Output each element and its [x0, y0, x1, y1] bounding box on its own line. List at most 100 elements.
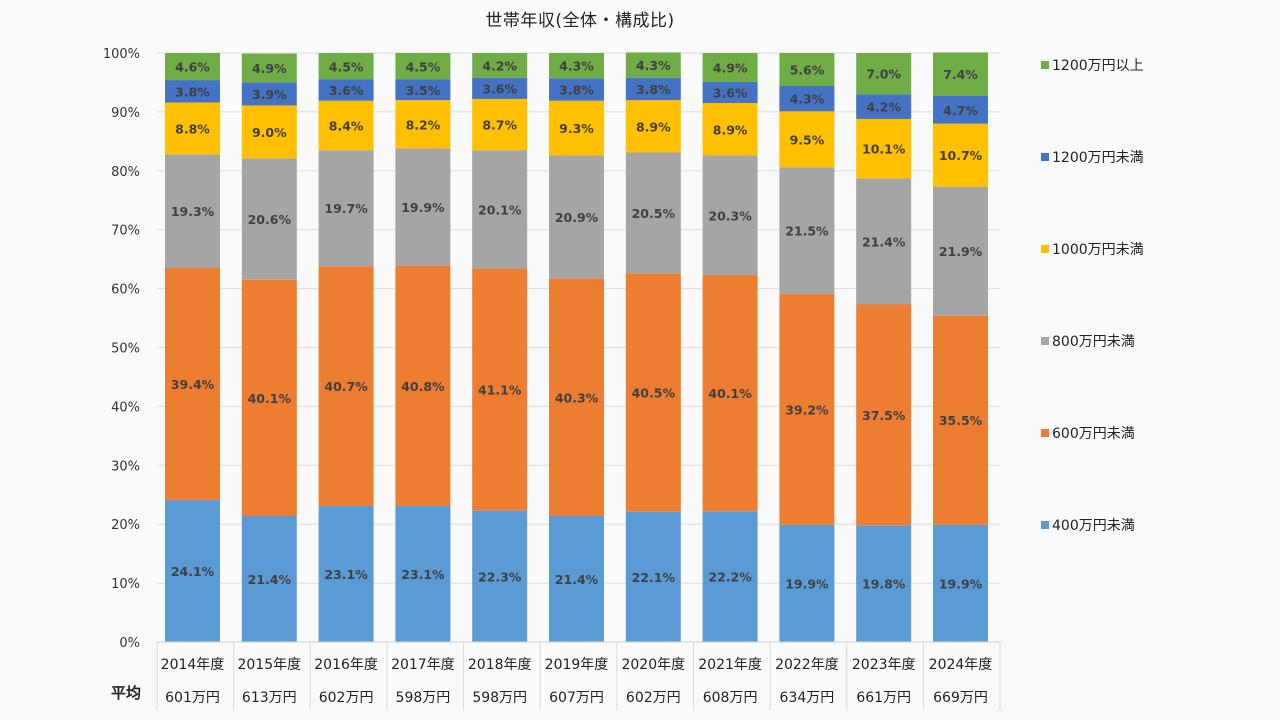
bar-segment — [165, 154, 220, 268]
y-tick-label: 30% — [111, 459, 140, 474]
legend: 1200万円以上 1200万円未満 1000万円未満 800万円未満 600万円未満 40… — [1041, 58, 1144, 534]
average-value: 661万円 — [856, 690, 911, 706]
bar-stack: 21.4% 40.1% 20.6% 9.0% 3.9% 4.9% — [241, 53, 297, 642]
legend-label: 1000万円未満 — [1052, 242, 1144, 258]
data-label: 40.1% — [248, 391, 292, 406]
bar-segment — [241, 515, 297, 642]
data-label: 8.7% — [482, 118, 517, 133]
data-label: 23.1% — [324, 567, 368, 582]
y-axis: 0% 10% 20% 30% 40% 50% 60% 70% 80% 90% 100% — [103, 47, 140, 651]
bar-segment — [702, 81, 758, 104]
bar-stack: 23.1% 40.8% 19.9% 8.2% 3.5% 4.5% — [395, 53, 451, 642]
bar-stack: 24.1% 39.4% 19.3% 8.8% 3.8% 4.6% — [165, 53, 220, 642]
bar-segment — [549, 155, 604, 279]
bar-segment — [625, 52, 681, 78]
bar-segment — [165, 267, 220, 501]
data-label: 20.3% — [708, 208, 752, 223]
bar-segment — [472, 150, 528, 269]
data-label: 3.8% — [175, 84, 210, 99]
data-label: 8.9% — [636, 119, 671, 134]
data-label: 8.9% — [713, 122, 748, 137]
data-label: 23.1% — [401, 567, 445, 582]
data-label: 3.8% — [636, 82, 671, 97]
data-label: 7.4% — [943, 67, 978, 82]
data-label: 3.5% — [406, 83, 441, 98]
data-label: 37.5% — [862, 408, 906, 423]
y-tick-label: 60% — [111, 283, 140, 298]
data-label: 22.1% — [632, 570, 676, 585]
bar-segment — [933, 52, 988, 96]
bar-segment — [549, 53, 604, 79]
data-label: 19.8% — [862, 577, 906, 592]
bar-segment — [779, 53, 835, 86]
data-label: 24.1% — [171, 564, 215, 579]
bar-segment — [933, 95, 988, 124]
data-label: 3.8% — [559, 83, 594, 98]
bar-stack: 19.9% 39.2% 21.5% 9.5% 4.3% 5.6% — [779, 53, 835, 642]
data-label: 40.3% — [555, 390, 599, 405]
data-label: 10.1% — [862, 142, 906, 157]
data-label: 39.4% — [171, 377, 215, 392]
bar-segment — [549, 278, 604, 516]
data-label: 21.4% — [248, 572, 292, 587]
bar-segment — [549, 515, 604, 642]
bar-segment — [856, 525, 912, 642]
x-tick-label: 2019年度 — [545, 657, 609, 673]
bar-segment — [779, 167, 835, 294]
bar-segment — [779, 85, 835, 112]
legend-label: 800万円未満 — [1052, 334, 1135, 350]
bar-segment — [933, 524, 988, 642]
data-label: 3.6% — [482, 81, 517, 96]
legend-item: 1200万円未満 — [1041, 150, 1144, 166]
bar-segment — [395, 148, 451, 266]
legend-label: 1200万円以上 — [1052, 58, 1144, 74]
data-label: 21.4% — [555, 572, 599, 587]
average-value: 669万円 — [933, 690, 988, 706]
data-label: 19.9% — [401, 200, 445, 215]
data-label: 21.4% — [862, 234, 906, 249]
data-label: 4.3% — [790, 92, 825, 107]
bar-stack: 22.1% 40.5% 20.5% 8.9% 3.8% 4.3% — [625, 52, 681, 642]
legend-label: 600万円未満 — [1052, 426, 1135, 442]
data-label: 22.2% — [708, 570, 752, 585]
bar-segment — [702, 511, 758, 642]
bar-segment — [933, 123, 988, 187]
x-tick-label: 2015年度 — [237, 657, 301, 673]
bar-stack: 19.8% 37.5% 21.4% 10.1% 4.2% 7.0% — [856, 53, 912, 642]
y-tick-label: 0% — [119, 636, 140, 651]
data-label: 9.5% — [790, 132, 825, 147]
average-value: 602万円 — [626, 690, 681, 706]
x-tick-label: 2021年度 — [698, 657, 762, 673]
y-tick-label: 80% — [111, 165, 140, 180]
x-tick-label: 2020年度 — [621, 657, 685, 673]
legend-swatch — [1041, 337, 1049, 345]
data-label: 20.9% — [555, 210, 599, 225]
y-tick-label: 90% — [111, 106, 140, 121]
data-label: 20.1% — [478, 202, 522, 217]
bar-segment — [165, 500, 220, 642]
average-value: 598万円 — [472, 690, 527, 706]
data-label: 4.3% — [636, 58, 671, 73]
bar-segment — [625, 152, 681, 274]
bar-segment — [241, 279, 297, 516]
x-tick-label: 2016年度 — [314, 657, 378, 673]
bar-segment — [702, 53, 758, 82]
legend-swatch — [1041, 429, 1049, 437]
y-tick-label: 50% — [111, 342, 140, 357]
y-tick-label: 40% — [111, 400, 140, 415]
data-label: 40.8% — [401, 379, 445, 394]
bar-segment — [241, 82, 297, 106]
bar-segment — [779, 524, 835, 642]
bar-segment — [933, 186, 988, 316]
bar-segment — [241, 105, 297, 159]
bar-segment — [856, 118, 912, 179]
x-tick-label: 2014年度 — [161, 657, 225, 673]
bar-segment — [856, 178, 912, 305]
data-label: 4.9% — [252, 61, 287, 76]
data-label: 41.1% — [478, 383, 522, 398]
legend-item: 800万円未満 — [1041, 334, 1135, 350]
y-tick-label: 100% — [103, 47, 140, 62]
legend-label: 1200万円未満 — [1052, 150, 1144, 166]
data-label: 4.2% — [866, 100, 901, 115]
